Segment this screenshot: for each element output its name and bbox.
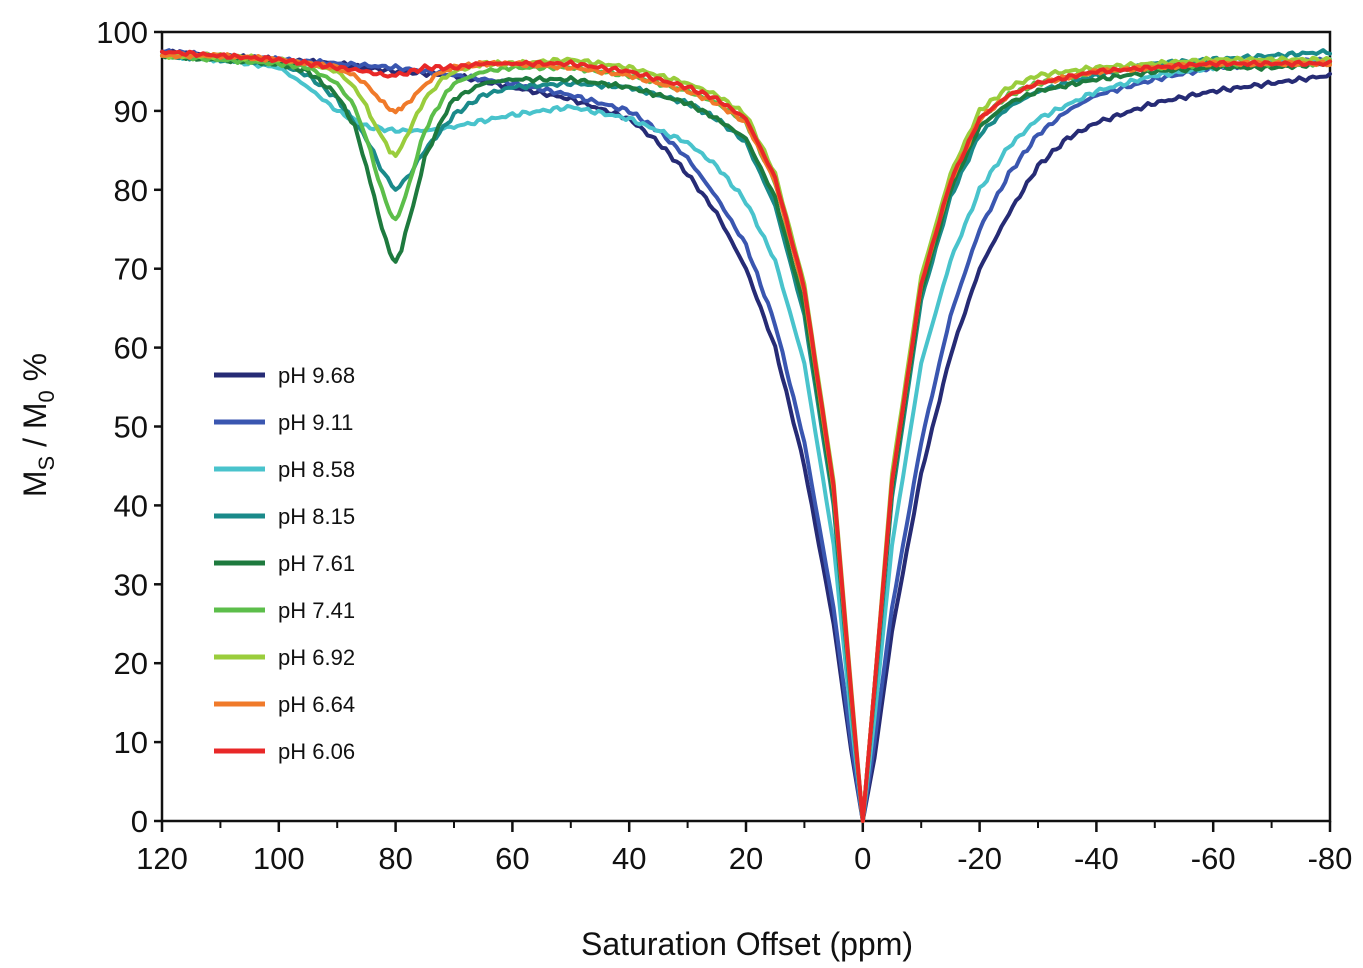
x-tick-label: 0 bbox=[854, 841, 871, 876]
x-tick-label: 40 bbox=[612, 841, 646, 876]
legend-label: pH 8.15 bbox=[278, 504, 355, 529]
legend-label: pH 6.06 bbox=[278, 739, 355, 764]
series-line bbox=[160, 49, 1332, 823]
x-tick-label: -60 bbox=[1191, 841, 1236, 876]
x-tick-label: 100 bbox=[253, 841, 305, 876]
legend-label: pH 9.11 bbox=[278, 410, 353, 435]
y-axis-title-sub-0: 0 bbox=[34, 390, 59, 402]
series-line bbox=[160, 51, 1332, 823]
y-tick-label: 50 bbox=[114, 410, 148, 445]
legend-label: pH 9.68 bbox=[278, 363, 355, 388]
y-axis: 0 10 20 30 40 50 60 70 80 90 100 bbox=[96, 15, 162, 839]
x-tick-label: 20 bbox=[729, 841, 763, 876]
x-tick-label: 120 bbox=[136, 841, 188, 876]
y-axis-title-sep: / M bbox=[17, 402, 53, 455]
series-line bbox=[160, 48, 1332, 823]
y-tick-label: 70 bbox=[114, 252, 148, 287]
y-axis-title: MS / M0 % bbox=[17, 353, 59, 497]
y-axis-title-main: M bbox=[17, 470, 53, 497]
legend-label: pH 6.64 bbox=[278, 692, 355, 717]
series-layer bbox=[160, 48, 1332, 823]
y-axis-title-tail: % bbox=[17, 353, 53, 390]
x-axis: 120 100 80 60 40 20 0 -20 -40 -60 -80 bbox=[136, 821, 1352, 876]
y-tick-label: 30 bbox=[114, 567, 148, 602]
y-tick-label: 100 bbox=[96, 15, 148, 50]
legend-label: pH 6.92 bbox=[278, 645, 355, 670]
x-tick-label: -40 bbox=[1074, 841, 1119, 876]
x-tick-label: -80 bbox=[1308, 841, 1353, 876]
y-tick-label: 10 bbox=[114, 725, 148, 760]
y-tick-label: 20 bbox=[114, 646, 148, 681]
y-tick-label: 90 bbox=[114, 94, 148, 129]
legend: pH 9.68 pH 9.11 pH 8.58 pH 8.15 pH 7.61 pH 7.… bbox=[214, 363, 355, 764]
y-tick-label: 60 bbox=[114, 331, 148, 366]
legend-label: pH 7.61 bbox=[278, 551, 355, 576]
y-tick-label: 80 bbox=[114, 173, 148, 208]
legend-label: pH 7.41 bbox=[278, 598, 355, 623]
legend-label: pH 8.58 bbox=[278, 457, 355, 482]
x-tick-label: 80 bbox=[378, 841, 412, 876]
y-tick-label: 40 bbox=[114, 488, 148, 523]
y-tick-label: 0 bbox=[131, 804, 148, 839]
series-line bbox=[160, 52, 1332, 823]
x-axis-title: Saturation Offset (ppm) bbox=[581, 926, 913, 962]
x-tick-label: 60 bbox=[495, 841, 529, 876]
y-axis-title-sub-s: S bbox=[34, 456, 59, 471]
x-tick-label: -20 bbox=[957, 841, 1002, 876]
series-line bbox=[160, 53, 1332, 823]
